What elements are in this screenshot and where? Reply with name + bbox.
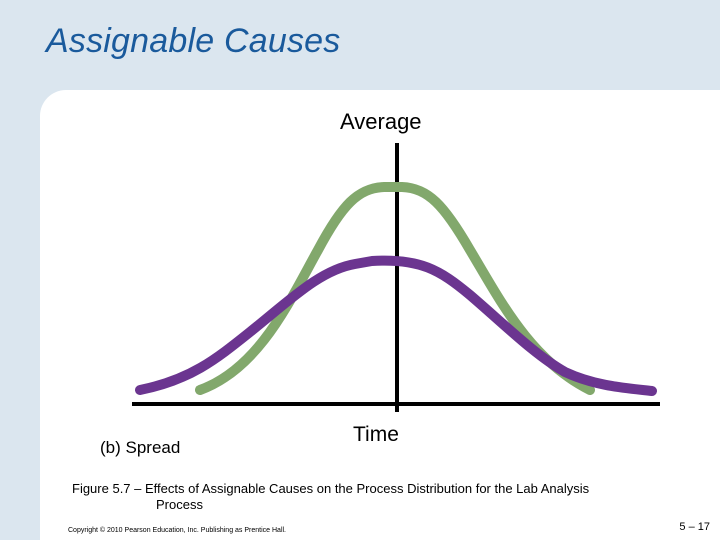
panel-label: (b) Spread (100, 438, 181, 457)
content-panel (40, 90, 720, 540)
caption-number: Figure 5.7 – (72, 481, 145, 496)
page-number: 5 – 17 (679, 521, 710, 533)
copyright-notice: Copyright © 2010 Pearson Education, Inc.… (68, 527, 287, 534)
average-label: Average (340, 109, 422, 134)
wide-distribution-curve (135, 255, 657, 396)
caption-line-2: Process (156, 497, 203, 512)
figure-caption: Figure 5.7 – Effects of Assignable Cause… (72, 481, 692, 513)
caption-line-1: Effects of Assignable Causes on the Proc… (145, 481, 590, 496)
slide-title: Assignable Causes (46, 22, 341, 60)
time-label: Time (353, 423, 399, 446)
